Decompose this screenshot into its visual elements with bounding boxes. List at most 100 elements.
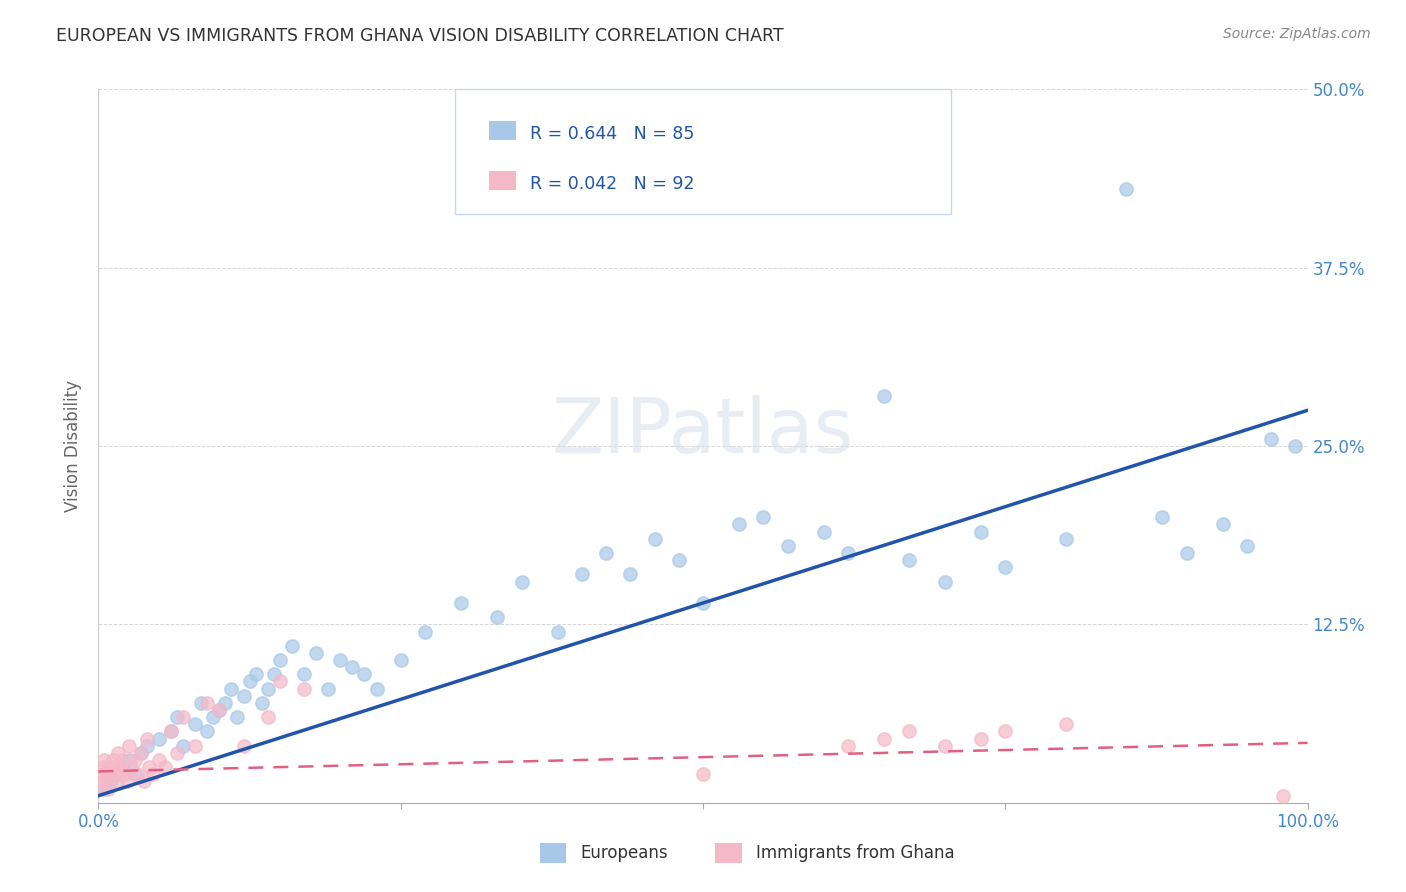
Point — [776, 539, 799, 553]
Point — [269, 653, 291, 667]
FancyBboxPatch shape — [456, 89, 950, 214]
Point — [172, 739, 194, 753]
Point — [118, 739, 141, 753]
Point — [1054, 717, 1077, 731]
Point — [93, 781, 115, 796]
Point — [195, 696, 218, 710]
Point — [1272, 789, 1295, 803]
Point — [129, 746, 152, 760]
Point — [934, 739, 956, 753]
Point — [100, 774, 122, 789]
FancyBboxPatch shape — [540, 843, 567, 863]
Point — [389, 653, 412, 667]
Text: EUROPEAN VS IMMIGRANTS FROM GHANA VISION DISABILITY CORRELATION CHART: EUROPEAN VS IMMIGRANTS FROM GHANA VISION… — [56, 27, 785, 45]
Point — [93, 753, 115, 767]
Point — [970, 731, 993, 746]
FancyBboxPatch shape — [716, 843, 742, 863]
Point — [281, 639, 304, 653]
Point — [316, 681, 339, 696]
Point — [160, 724, 183, 739]
Text: R = 0.042   N = 92: R = 0.042 N = 92 — [530, 175, 695, 193]
Point — [127, 767, 149, 781]
FancyBboxPatch shape — [489, 171, 516, 190]
Point — [129, 746, 152, 760]
Point — [450, 596, 472, 610]
Point — [305, 646, 328, 660]
Point — [571, 567, 593, 582]
Point — [292, 667, 315, 681]
Point — [138, 760, 160, 774]
Point — [366, 681, 388, 696]
Text: R = 0.644   N = 85: R = 0.644 N = 85 — [530, 125, 695, 143]
Point — [111, 753, 134, 767]
Y-axis label: Vision Disability: Vision Disability — [63, 380, 82, 512]
Point — [90, 774, 112, 789]
Point — [668, 553, 690, 567]
Text: Source: ZipAtlas.com: Source: ZipAtlas.com — [1223, 27, 1371, 41]
Point — [232, 689, 254, 703]
Point — [135, 739, 157, 753]
Point — [184, 717, 207, 731]
Point — [1212, 517, 1234, 532]
Point — [96, 774, 118, 789]
Point — [644, 532, 666, 546]
Point — [692, 596, 714, 610]
Point — [148, 731, 170, 746]
Point — [994, 724, 1017, 739]
Point — [1260, 432, 1282, 446]
Text: Immigrants from Ghana: Immigrants from Ghana — [756, 844, 955, 863]
Point — [329, 653, 352, 667]
Point — [813, 524, 835, 539]
Point — [195, 724, 218, 739]
Point — [166, 710, 188, 724]
Point — [510, 574, 533, 589]
Point — [91, 760, 114, 774]
Point — [214, 696, 236, 710]
Point — [124, 753, 146, 767]
Point — [160, 724, 183, 739]
Point — [208, 703, 231, 717]
Point — [1175, 546, 1198, 560]
Point — [837, 546, 859, 560]
Point — [1284, 439, 1306, 453]
Point — [118, 753, 141, 767]
Point — [117, 774, 139, 789]
Point — [87, 767, 110, 781]
Text: Europeans: Europeans — [581, 844, 668, 863]
Point — [728, 517, 751, 532]
Point — [124, 767, 146, 781]
Point — [1152, 510, 1174, 524]
FancyBboxPatch shape — [489, 121, 516, 140]
Point — [269, 674, 291, 689]
Point — [108, 767, 131, 781]
Point — [1115, 182, 1137, 196]
Point — [619, 567, 641, 582]
Point — [105, 767, 128, 781]
Point — [103, 760, 125, 774]
Point — [263, 667, 285, 681]
Point — [256, 710, 278, 724]
Point — [91, 781, 114, 796]
Point — [108, 760, 131, 774]
Point — [208, 703, 231, 717]
Point — [239, 674, 262, 689]
Point — [221, 681, 243, 696]
Point — [202, 710, 225, 724]
Point — [1236, 539, 1258, 553]
Point — [153, 760, 176, 774]
Point — [94, 767, 117, 781]
Point — [970, 524, 993, 539]
Point — [148, 753, 170, 767]
Point — [120, 760, 142, 774]
Point — [166, 746, 188, 760]
Point — [486, 610, 509, 624]
Point — [190, 696, 212, 710]
Point — [547, 624, 569, 639]
Point — [752, 510, 775, 524]
Point — [994, 560, 1017, 574]
Point — [342, 660, 364, 674]
Point — [1054, 532, 1077, 546]
Point — [413, 624, 436, 639]
Point — [142, 767, 165, 781]
Point — [107, 746, 129, 760]
